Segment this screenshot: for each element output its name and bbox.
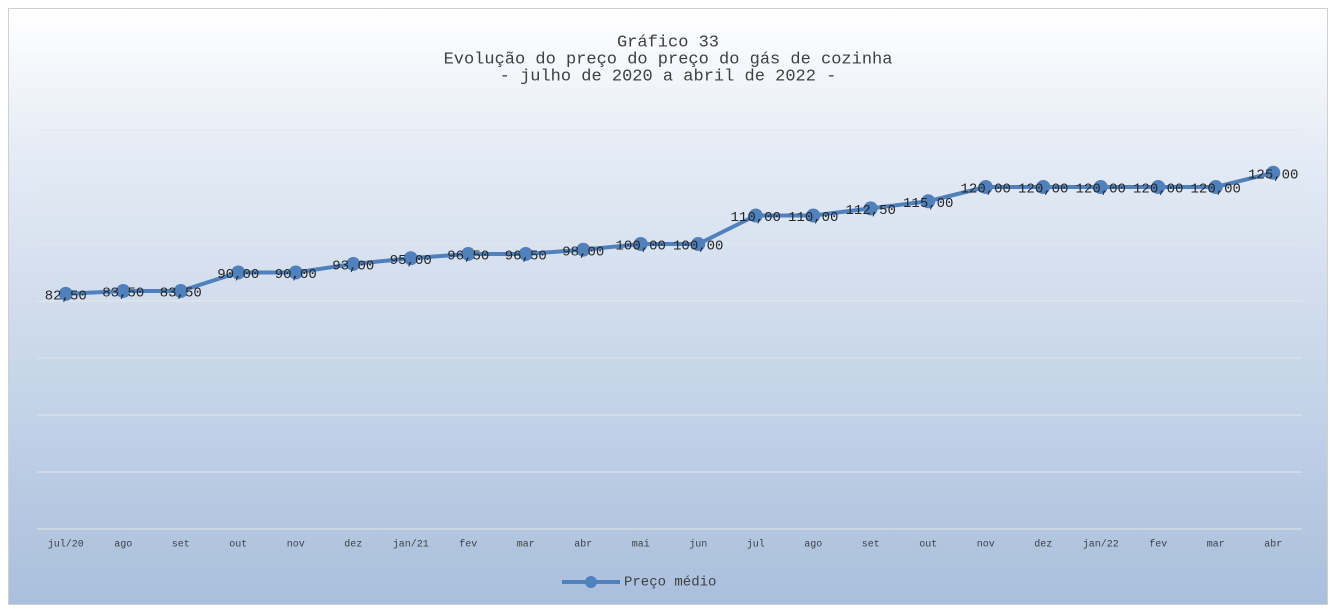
data-point <box>173 284 188 299</box>
x-tick-label: fev <box>459 539 477 551</box>
data-point <box>748 208 763 223</box>
data-point <box>518 246 533 261</box>
data-point <box>1036 180 1051 194</box>
data-label: 100,00 <box>616 239 666 255</box>
data-label: 96,50 <box>505 249 547 265</box>
data-label: 125,00 <box>1248 167 1298 183</box>
legend-label: Preço médio <box>624 575 716 591</box>
data-label: 82,50 <box>45 289 87 305</box>
x-tick-label: out <box>919 540 937 551</box>
data-point <box>58 286 73 301</box>
data-label: 83,50 <box>160 286 202 302</box>
data-label: 90,00 <box>275 267 317 283</box>
legend-marker <box>585 576 597 588</box>
data-label: 120,00 <box>1018 182 1068 198</box>
data-point <box>921 194 936 209</box>
x-tick-label: jan/22 <box>1083 539 1119 551</box>
data-point <box>1093 180 1108 194</box>
data-label: 112,50 <box>846 203 896 219</box>
data-label: 96,50 <box>447 249 489 265</box>
data-label: 100,00 <box>673 239 723 255</box>
x-tick-label: mar <box>517 540 535 551</box>
x-tick-label: set <box>172 540 190 551</box>
data-label: 120,00 <box>1076 182 1126 198</box>
data-point <box>403 251 418 266</box>
series-line <box>65 170 1274 296</box>
data-label: 120,00 <box>1191 182 1241 198</box>
x-tick-label: jan/21 <box>393 539 429 551</box>
data-point <box>978 180 993 194</box>
data-point <box>863 201 878 216</box>
x-tick-label: abr <box>574 539 592 551</box>
data-point <box>1266 165 1281 180</box>
data-point <box>288 265 303 280</box>
x-tick-label: out <box>229 540 247 551</box>
chart-area <box>8 8 1328 605</box>
data-point <box>1208 180 1223 194</box>
x-tick-label: nov <box>287 540 305 551</box>
data-label: 120,00 <box>1133 182 1183 198</box>
data-label: 115,00 <box>903 196 953 212</box>
chart-title: - julho de 2020 a abril de 2022 - <box>500 67 837 86</box>
x-tick-label: jun <box>689 539 707 551</box>
x-tick-label: abr <box>1264 539 1282 551</box>
x-tick-label: mar <box>1207 540 1225 551</box>
x-tick-label: nov <box>977 540 995 551</box>
x-tick-label: ago <box>804 540 822 551</box>
x-tick-label: dez <box>344 539 362 551</box>
data-point <box>116 284 131 299</box>
data-point <box>576 242 591 257</box>
data-point <box>806 208 821 223</box>
data-label: 110,00 <box>788 210 838 226</box>
data-label: 98,00 <box>562 244 604 260</box>
data-point <box>346 256 361 271</box>
data-label: 93,00 <box>332 259 374 275</box>
data-label: 90,00 <box>217 267 259 283</box>
data-point <box>1151 180 1166 194</box>
x-tick-label: set <box>862 540 880 551</box>
data-label: 83,50 <box>102 286 144 302</box>
data-label: 110,00 <box>731 210 781 226</box>
x-tick-label: jul <box>747 539 765 551</box>
data-point <box>461 246 476 261</box>
x-tick-label: mai <box>632 539 650 551</box>
data-point <box>691 237 706 251</box>
x-tick-label: jul/20 <box>48 539 84 551</box>
x-tick-label: dez <box>1034 539 1052 551</box>
chart-title: Gráfico 33 <box>617 33 719 52</box>
x-tick-label: ago <box>114 540 132 551</box>
data-label: 120,00 <box>961 182 1011 198</box>
data-label: 95,00 <box>390 253 432 269</box>
data-point <box>633 237 648 251</box>
data-point <box>231 265 246 280</box>
x-tick-label: fev <box>1149 539 1167 551</box>
chart-title: Evolução do preço do preço do gás de coz… <box>444 50 893 69</box>
